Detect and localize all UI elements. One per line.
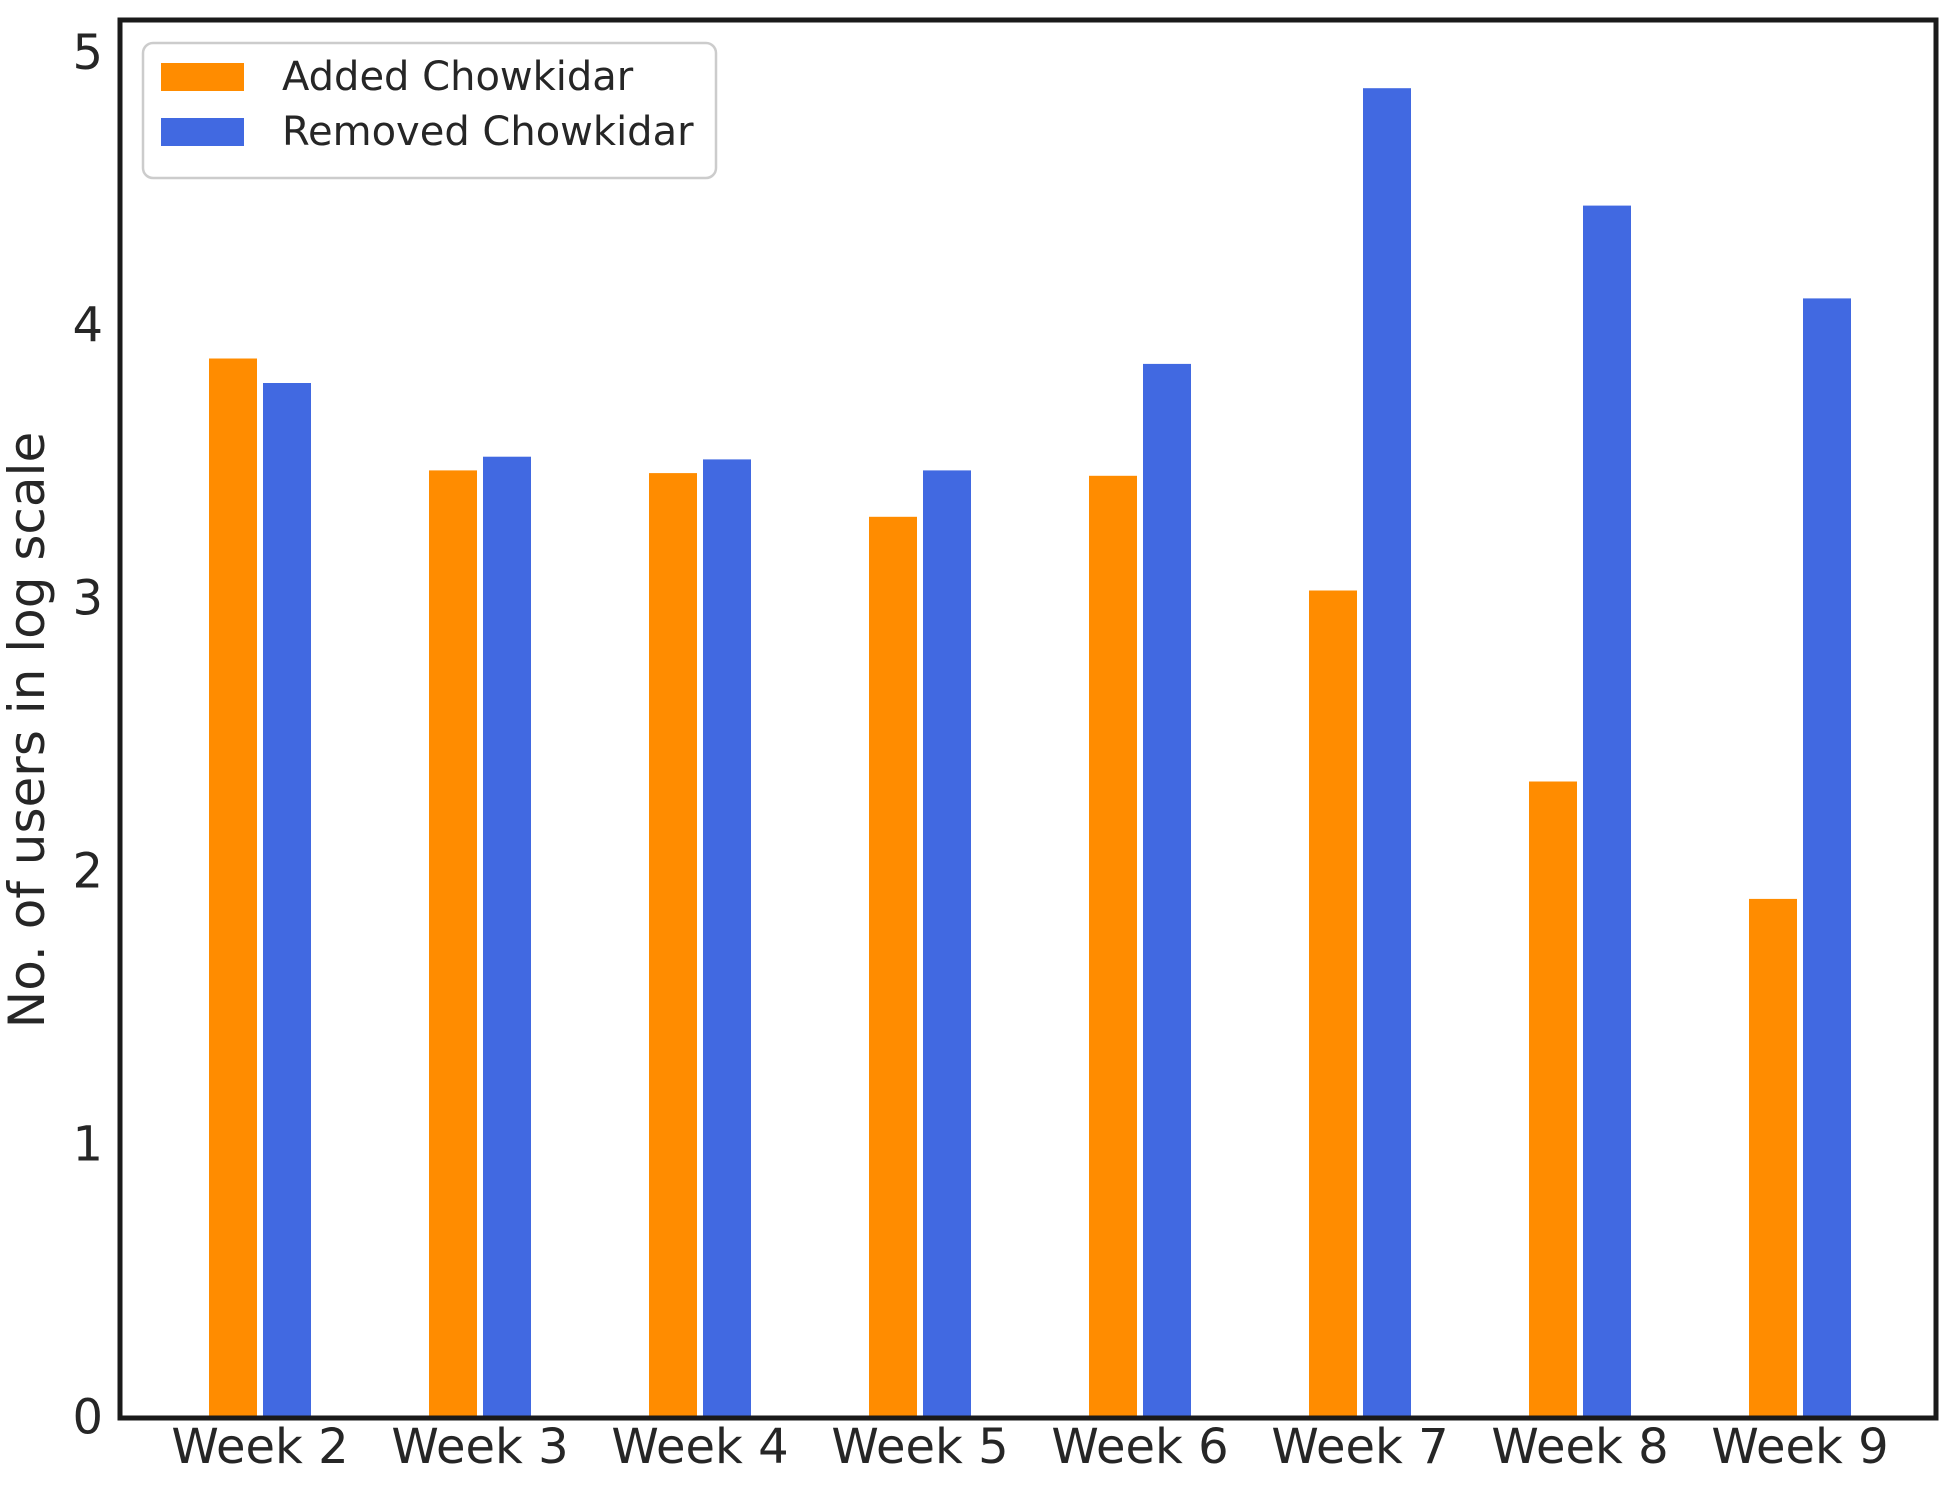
x-tick-label-week-9: Week 9 <box>1711 1419 1888 1475</box>
bar-added-week-8 <box>1529 781 1577 1418</box>
bar-removed-week-8 <box>1583 205 1631 1418</box>
legend-swatch-added <box>161 63 244 91</box>
y-tick-label-1: 1 <box>72 1117 103 1173</box>
bar-removed-week-9 <box>1803 298 1851 1418</box>
x-tick-label-week-2: Week 2 <box>171 1419 348 1475</box>
bar-removed-week-7 <box>1363 88 1411 1418</box>
bar-removed-week-4 <box>703 459 751 1418</box>
bar-added-week-3 <box>429 470 477 1418</box>
x-tick-label-week-3: Week 3 <box>391 1419 568 1475</box>
y-tick-label-4: 4 <box>72 298 103 354</box>
bar-added-week-6 <box>1089 475 1137 1418</box>
bar-removed-week-3 <box>483 456 531 1418</box>
x-axis-tick-labels: Week 2 Week 3 Week 4 Week 5 Week 6 Week 7 Week… <box>171 1419 1888 1475</box>
legend-box <box>141 41 718 180</box>
x-tick-label-week-4: Week 4 <box>611 1419 788 1475</box>
y-tick-label-3: 3 <box>72 571 103 627</box>
bar-removed-week-6 <box>1143 363 1191 1418</box>
legend: Added Chowkidar Removed Chowkidar <box>141 41 718 180</box>
bars-group <box>209 88 1851 1418</box>
x-tick-label-week-7: Week 7 <box>1271 1419 1448 1475</box>
y-tick-label-5: 5 <box>72 25 103 81</box>
y-axis-label: No. of users in log scale <box>0 432 56 1028</box>
bar-removed-week-5 <box>923 470 971 1418</box>
x-tick-label-week-8: Week 8 <box>1491 1419 1668 1475</box>
legend-label-removed: Removed Chowkidar <box>282 109 694 155</box>
legend-swatch-removed <box>161 118 244 146</box>
bar-added-week-9 <box>1749 898 1797 1418</box>
bar-added-week-5 <box>869 516 917 1418</box>
y-axis-tick-labels: 0 1 2 3 4 5 <box>72 25 103 1446</box>
bar-added-week-7 <box>1309 590 1357 1418</box>
plot-spines <box>117 17 1939 1421</box>
y-tick-label-0: 0 <box>72 1390 103 1446</box>
bar-added-week-4 <box>649 473 697 1418</box>
x-tick-label-week-6: Week 6 <box>1051 1419 1228 1475</box>
y-tick-label-2: 2 <box>72 844 103 900</box>
legend-label-added: Added Chowkidar <box>282 54 634 100</box>
bar-removed-week-2 <box>263 383 311 1418</box>
x-tick-label-week-5: Week 5 <box>831 1419 1008 1475</box>
bar-added-week-2 <box>209 358 257 1418</box>
